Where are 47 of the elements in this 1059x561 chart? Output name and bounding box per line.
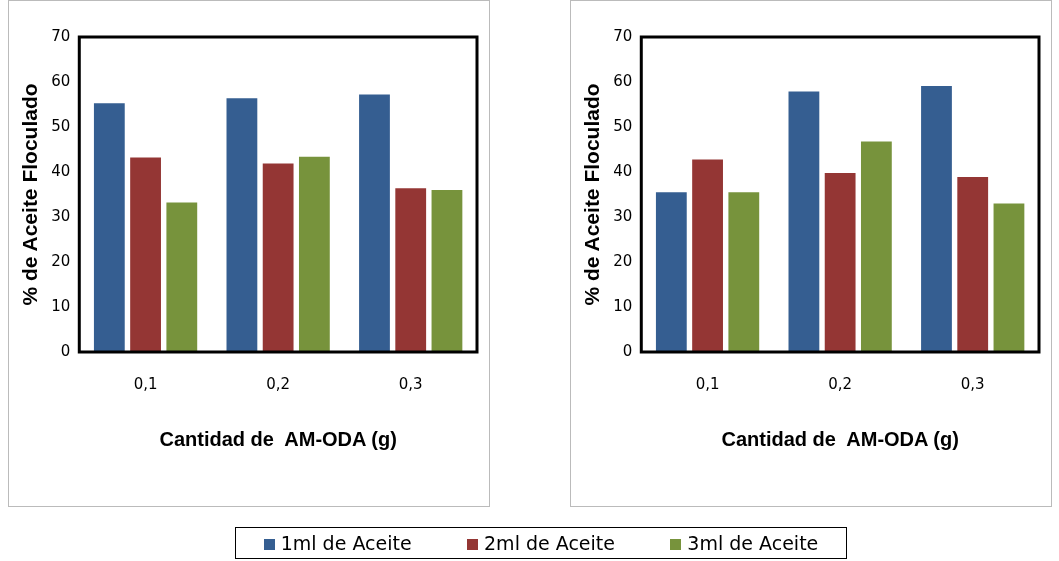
- bar: [655, 192, 687, 352]
- y-tick-label: 10: [51, 296, 71, 315]
- bar: [728, 192, 760, 352]
- legend-label: 2ml de Aceite: [483, 532, 615, 554]
- bar: [298, 156, 330, 352]
- bar: [957, 176, 989, 352]
- y-tick-label: 70: [51, 26, 71, 45]
- bar: [860, 141, 892, 352]
- bar: [431, 190, 463, 352]
- y-axis-title: % de Aceite Floculado: [18, 83, 42, 306]
- bar: [262, 163, 294, 352]
- bar: [130, 157, 161, 352]
- x-tick-label: 0,1: [695, 374, 720, 393]
- x-tick-label: 0,3: [960, 374, 985, 393]
- y-tick-label: 10: [613, 296, 633, 315]
- y-tick-label: 60: [613, 71, 633, 90]
- bar: [395, 188, 427, 352]
- bar: [166, 202, 198, 352]
- x-axis-title: Cantidad de AM-ODA (g): [159, 427, 397, 450]
- y-tick-label: 0: [622, 341, 633, 360]
- y-tick-label: 0: [60, 341, 71, 360]
- bar: [788, 91, 820, 352]
- bar: [993, 203, 1025, 352]
- x-tick-label: 0,3: [398, 374, 423, 393]
- y-tick-label: 40: [613, 161, 633, 180]
- y-tick-label: 20: [613, 251, 633, 270]
- y-axis-title: % de Aceite Floculado: [580, 83, 604, 306]
- bar: [93, 103, 125, 352]
- y-tick-label: 20: [51, 251, 71, 270]
- y-tick-label: 50: [613, 116, 633, 135]
- x-tick-label: 0,2: [266, 374, 291, 393]
- y-tick-label: 40: [51, 161, 71, 180]
- bar: [226, 98, 258, 352]
- x-axis-title: Cantidad de AM-ODA (g): [721, 427, 959, 450]
- y-tick-label: 30: [613, 206, 633, 225]
- bar: [824, 172, 856, 352]
- legend-label: 3ml de Aceite: [686, 532, 819, 554]
- y-tick-label: 70: [613, 26, 633, 45]
- legend-label: 1ml de Aceite: [279, 532, 412, 554]
- x-tick-label: 0,1: [133, 374, 158, 393]
- bar: [359, 94, 390, 352]
- bar: [692, 159, 723, 352]
- x-tick-label: 0,2: [828, 374, 853, 393]
- y-tick-label: 30: [51, 206, 71, 225]
- bar: [921, 86, 952, 352]
- y-tick-label: 60: [51, 71, 71, 90]
- y-tick-label: 50: [51, 116, 71, 135]
